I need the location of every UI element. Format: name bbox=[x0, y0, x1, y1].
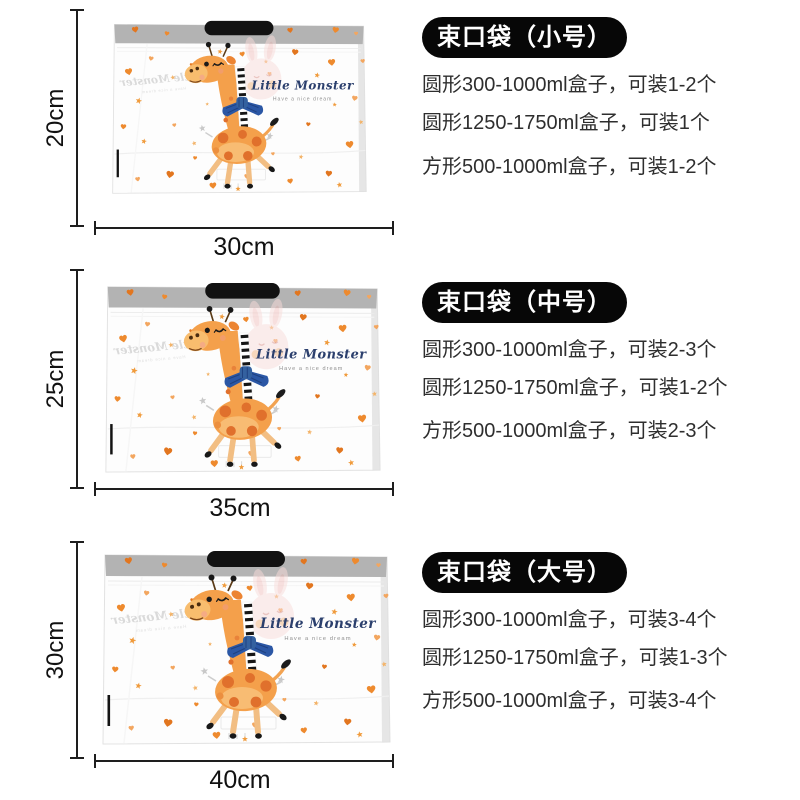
height-dim-line-large bbox=[76, 542, 78, 758]
spec-line: 方形500-1000ml盒子，可装2-3个 bbox=[422, 420, 717, 442]
spec-line: 圆形300-1000ml盒子，可装3-4个 bbox=[422, 609, 717, 631]
spec-line: 方形500-1000ml盒子，可装1-2个 bbox=[422, 156, 717, 178]
spec-line: 圆形300-1000ml盒子，可装2-3个 bbox=[422, 339, 717, 361]
size-badge-large: 束口袋（大号） bbox=[422, 552, 627, 593]
spec-line: 方形500-1000ml盒子，可装3-4个 bbox=[422, 690, 717, 712]
height-dim-cap-bottom-large bbox=[70, 757, 84, 759]
spec-line: 圆形300-1000ml盒子，可装1-2个 bbox=[422, 74, 717, 96]
width-dim-cap-left-medium bbox=[94, 482, 96, 496]
bag-photo-large bbox=[100, 550, 392, 747]
spec-line: 圆形1250-1750ml盒子，可装1个 bbox=[422, 112, 710, 134]
height-dim-line-small bbox=[76, 10, 78, 226]
width-dim-line-medium bbox=[95, 488, 393, 490]
width-dim-cap-right-medium bbox=[392, 482, 394, 496]
spec-line: 圆形1250-1750ml盒子，可装1-3个 bbox=[422, 647, 728, 669]
height-dim-label-large: 30cm bbox=[42, 620, 69, 680]
height-dim-cap-bottom-small bbox=[70, 225, 84, 227]
width-dim-line-small bbox=[95, 227, 393, 229]
width-dim-cap-left-large bbox=[94, 754, 96, 768]
spec-line: 圆形1250-1750ml盒子，可装1-2个 bbox=[422, 377, 728, 399]
height-dim-line-medium bbox=[76, 270, 78, 488]
width-dim-line-large bbox=[95, 760, 393, 762]
height-dim-cap-top-small bbox=[70, 9, 84, 11]
width-dim-cap-left-small bbox=[94, 221, 96, 235]
width-dim-label-small: 30cm bbox=[213, 233, 275, 261]
width-dim-cap-right-small bbox=[392, 221, 394, 235]
size-badge-small: 束口袋（小号） bbox=[422, 17, 627, 58]
bag-photo-small bbox=[110, 20, 368, 196]
size-badge-medium: 束口袋（中号） bbox=[422, 282, 627, 323]
height-dim-cap-top-medium bbox=[70, 269, 84, 271]
height-dim-label-medium: 25cm bbox=[42, 349, 69, 409]
width-dim-label-medium: 35cm bbox=[209, 494, 271, 522]
height-dim-label-small: 20cm bbox=[42, 88, 69, 148]
bag-photo-medium bbox=[103, 282, 382, 475]
height-dim-cap-top-large bbox=[70, 541, 84, 543]
height-dim-cap-bottom-medium bbox=[70, 487, 84, 489]
width-dim-label-large: 40cm bbox=[209, 766, 271, 794]
width-dim-cap-right-large bbox=[392, 754, 394, 768]
